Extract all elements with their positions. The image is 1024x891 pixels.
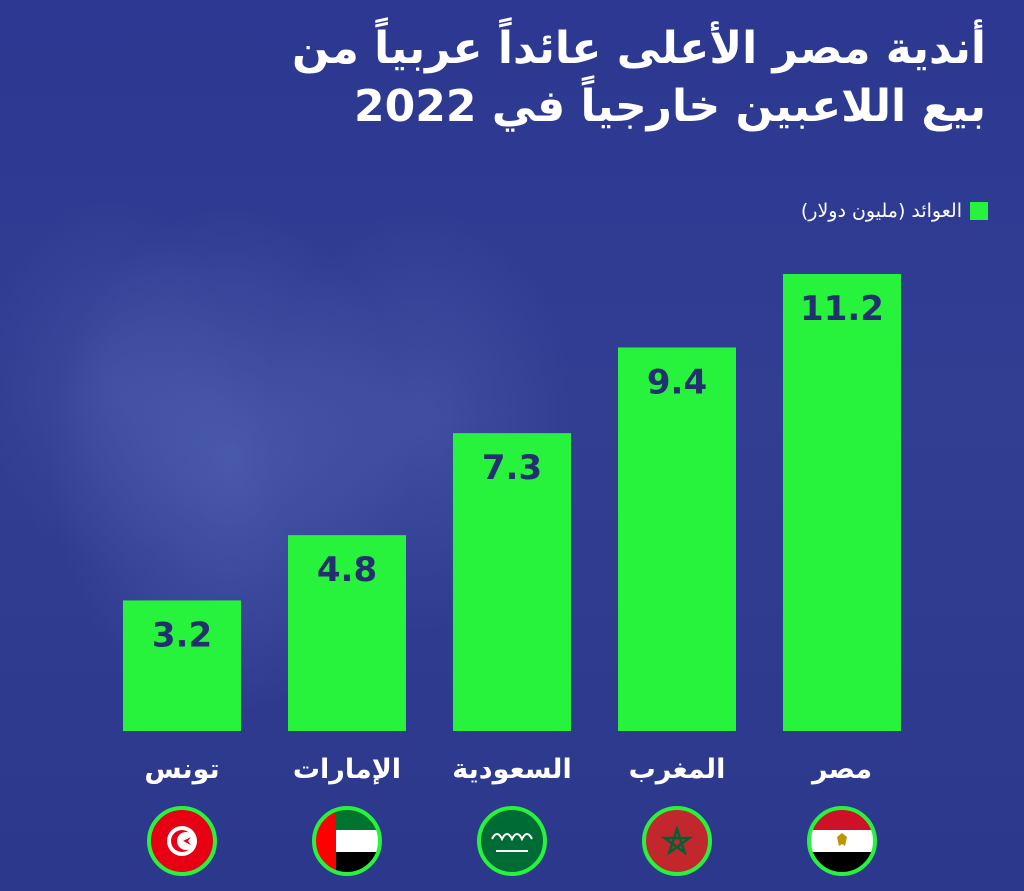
legend: العوائد (مليون دولار) — [801, 200, 988, 222]
category-label: السعودية — [452, 754, 571, 785]
bar-value-label: 4.8 — [317, 550, 377, 590]
title-line-1: أندية مصر الأعلى عائداً عربياً من — [291, 23, 986, 74]
bar — [123, 600, 241, 731]
bar-value-label: 9.4 — [647, 362, 707, 402]
bar-value-label: 11.2 — [800, 289, 884, 329]
legend-swatch — [970, 202, 988, 220]
bar — [618, 347, 736, 731]
title-line-2: بيع اللاعبين خارجياً في 2022 — [354, 81, 986, 132]
flag-ring — [312, 806, 382, 876]
flag-ring — [147, 806, 217, 876]
bar — [288, 535, 406, 731]
category-label: المغرب — [629, 754, 726, 785]
category-label: تونس — [144, 754, 219, 785]
legend-label: العوائد (مليون دولار) — [800, 200, 962, 222]
bar-value-label: 3.2 — [152, 615, 212, 655]
category-label: مصر — [810, 754, 872, 785]
flag-ring — [642, 806, 712, 876]
flag-ring — [807, 806, 877, 876]
bar — [783, 274, 901, 731]
category-label: الإمارات — [293, 754, 401, 785]
flag-ring — [477, 806, 547, 876]
chart-title: أندية مصر الأعلى عائداً عربياً من بيع ال… — [226, 20, 986, 136]
bar — [453, 433, 571, 731]
bar-value-label: 7.3 — [482, 448, 542, 488]
